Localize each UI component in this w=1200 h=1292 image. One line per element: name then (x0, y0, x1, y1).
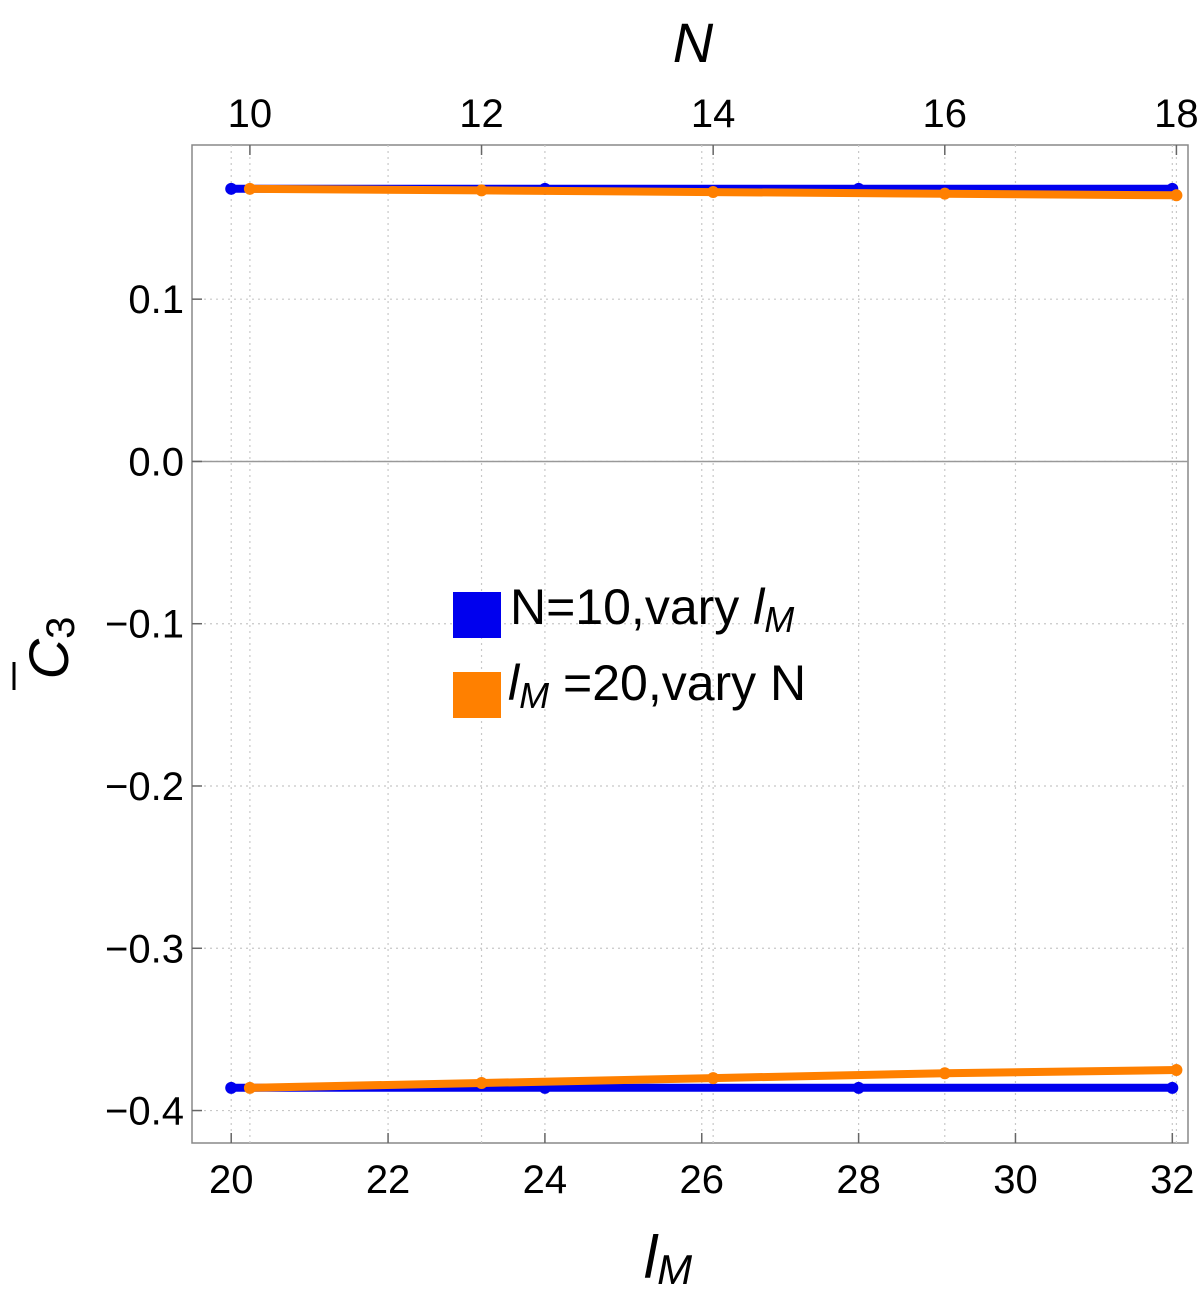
top-axis-title: N (673, 11, 714, 74)
legend-label-blue: N=10,vary lM (510, 579, 794, 640)
tick-label-x: 32 (1150, 1158, 1195, 1202)
grid (192, 145, 1188, 1143)
tick-label-x: 24 (523, 1158, 568, 1202)
tick-label-x2: 18 (1154, 92, 1199, 136)
tick-label-y: −0.1 (105, 603, 184, 647)
data-point-1 (243, 1081, 256, 1094)
tick-label-x: 26 (680, 1158, 725, 1202)
data-point-1 (1170, 1063, 1183, 1076)
legend-label-orange: lM =20,vary N (508, 655, 806, 716)
legend-swatch-blue (453, 592, 501, 638)
tick-label-y: 0.0 (128, 440, 184, 484)
tick-label-x2: 16 (923, 92, 968, 136)
data-point-1 (707, 186, 720, 199)
plot-frame (191, 144, 1189, 1144)
bottom-axis-title: lM (644, 1224, 692, 1292)
tick-label-x2: 12 (459, 92, 504, 136)
tick-label-y: −0.3 (105, 927, 184, 971)
data-point-0 (225, 1081, 238, 1094)
tick-label-x2: 14 (691, 92, 736, 136)
data-point-1 (938, 1067, 951, 1080)
tick-label-y: −0.2 (105, 765, 184, 809)
legend-swatch-orange (453, 672, 501, 718)
tick-label-x: 22 (366, 1158, 411, 1202)
legend: N=10,vary lM lM =20,vary N (453, 579, 806, 718)
tick-label-y: −0.4 (105, 1090, 184, 1134)
data-point-0 (225, 182, 238, 195)
ticks: 20 22 24 26 28 30 32 10 12 14 16 18 −0.4 −0.3 −0.2 −0.1… (105, 92, 1199, 1202)
y-axis-title: C3 (12, 617, 83, 690)
data-point-1 (938, 187, 951, 200)
series (225, 182, 1183, 1094)
tick-label-x: 20 (209, 1158, 254, 1202)
data-point-0 (1166, 1081, 1179, 1094)
tick-label-x: 30 (993, 1158, 1038, 1202)
data-point-1 (1170, 189, 1183, 202)
tick-label-x: 28 (836, 1158, 881, 1202)
data-point-1 (475, 184, 488, 197)
tick-label-y: 0.1 (128, 278, 184, 322)
data-point-0 (852, 1081, 865, 1094)
data-point-1 (475, 1076, 488, 1089)
svg-text:C3: C3 (17, 617, 83, 680)
tick-label-x2: 10 (228, 92, 273, 136)
data-point-1 (243, 182, 256, 195)
data-point-1 (707, 1072, 720, 1085)
